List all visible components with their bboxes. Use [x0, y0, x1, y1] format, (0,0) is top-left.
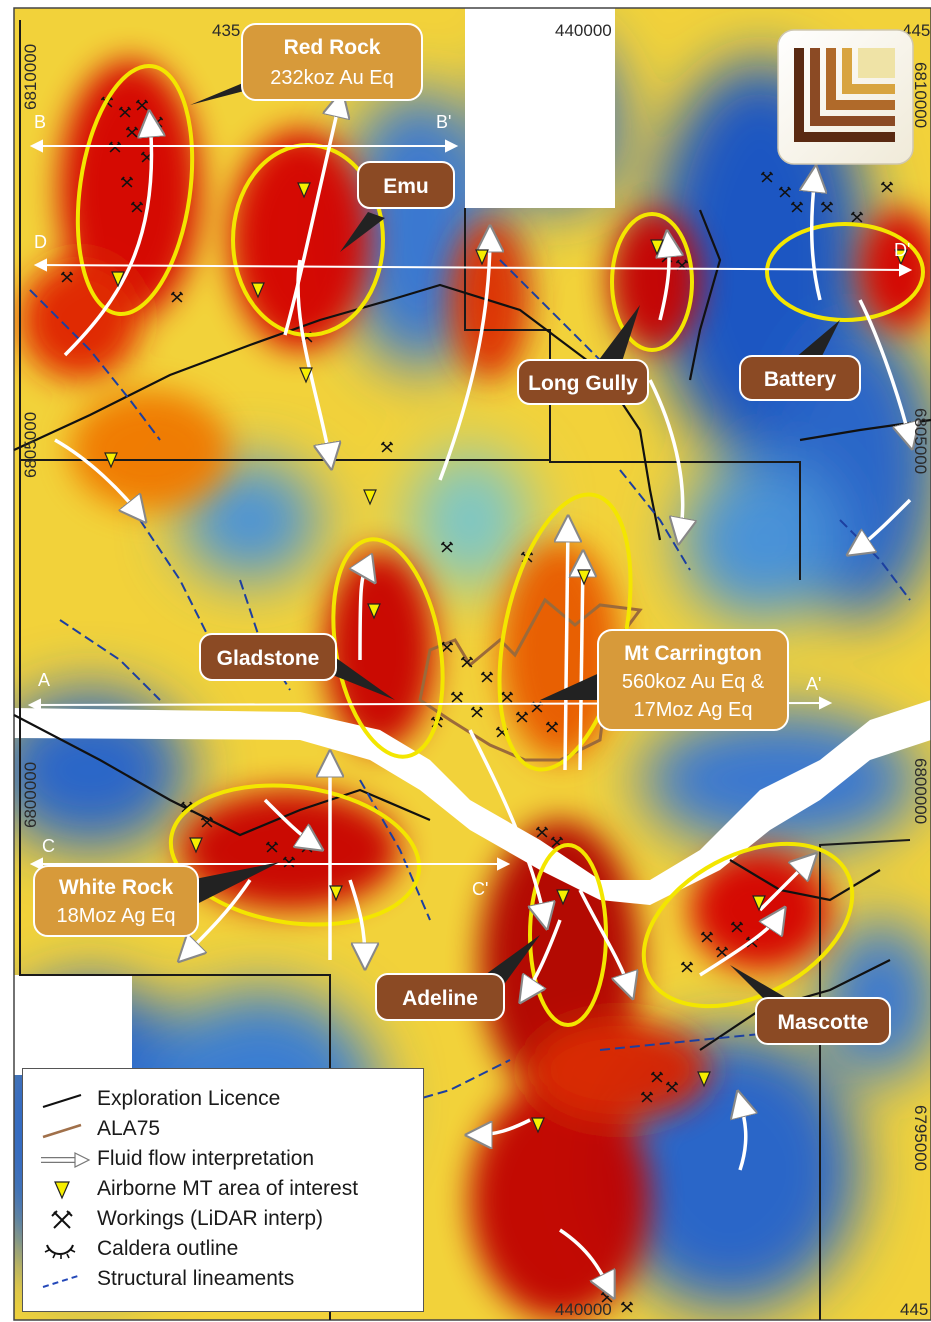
- grid-left-northing-3: 6800000: [21, 762, 40, 828]
- mt-carrington-detail-2: 17Moz Ag Eq: [634, 699, 753, 721]
- grid-right-northing-1: 6810000: [911, 62, 930, 128]
- grid-right-northing-4: 6795000: [911, 1105, 930, 1171]
- legend-item-fluid-flow: Fluid flow interpretation: [23, 1145, 423, 1175]
- yellow-triangle-icon: [54, 1181, 70, 1200]
- section-d-prime-label: D': [894, 240, 910, 260]
- black-line-icon: [42, 1094, 82, 1108]
- white-rock-detail: 18Moz Ag Eq: [57, 905, 176, 927]
- callout-mascotte[interactable]: Mascotte: [730, 965, 891, 1045]
- legend-label: ALA75: [97, 1117, 161, 1140]
- red-rock-detail: 232koz Au Eq: [270, 67, 393, 89]
- legend-item-workings: Workings (LiDAR interp): [23, 1205, 423, 1235]
- callout-mt-carrington[interactable]: Mt Carrington 560koz Au Eq & 17Moz Ag Eq: [540, 629, 789, 731]
- callout-long-gully[interactable]: Long Gully: [517, 305, 649, 405]
- grid-left-northing-2: 6805000: [21, 412, 40, 478]
- legend-label: Airborne MT area of interest: [97, 1177, 359, 1200]
- white-arrow-icon: [41, 1152, 91, 1168]
- map-frame: [13, 7, 931, 1321]
- mt-carrington-name: Mt Carrington: [624, 642, 762, 665]
- adeline-name: Adeline: [402, 987, 478, 1010]
- legend-label: Workings (LiDAR interp): [97, 1207, 324, 1230]
- legend-label: Fluid flow interpretation: [97, 1147, 315, 1170]
- legend-item-ala75: ALA75: [23, 1115, 423, 1145]
- legend-item-exploration-licence: Exploration Licence: [23, 1085, 423, 1115]
- legend: Exploration Licence ALA75 Fluid flow int…: [22, 1068, 424, 1312]
- crossed-picks-icon: [51, 1210, 73, 1229]
- grid-bottom-easting-3: 445: [900, 1300, 928, 1319]
- long-gully-name: Long Gully: [528, 372, 638, 395]
- grid-top-easting-2: 440000: [555, 21, 612, 40]
- section-a-label: A: [38, 670, 50, 690]
- emu-name: Emu: [383, 175, 429, 198]
- caldera-outline: [13, 209, 931, 1051]
- callout-battery[interactable]: Battery: [739, 320, 861, 401]
- grid-right-northing-2: 6805000: [911, 408, 930, 474]
- dashed-blue-line-icon: [42, 1274, 82, 1288]
- section-c-label: C: [42, 836, 55, 856]
- legend-item-airborne-mt: Airborne MT area of interest: [23, 1175, 423, 1205]
- hachured-line-icon: [44, 1244, 76, 1259]
- white-rock-name: White Rock: [59, 876, 174, 899]
- mt-carrington-detail-1: 560koz Au Eq &: [622, 671, 765, 693]
- callout-white-rock[interactable]: White Rock 18Moz Ag Eq: [33, 862, 280, 937]
- callout-emu[interactable]: Emu: [340, 161, 455, 252]
- brown-line-icon: [42, 1123, 82, 1139]
- mascotte-name: Mascotte: [777, 1011, 868, 1034]
- section-d-label: D: [34, 232, 47, 252]
- section-a-prime-label: A': [806, 674, 821, 694]
- grid-bottom-easting-2: 440000: [555, 1300, 612, 1319]
- legend-item-caldera: Caldera outline: [23, 1235, 423, 1265]
- grid-right-northing-3: 6800000: [911, 758, 930, 824]
- legend-label: Caldera outline: [97, 1237, 239, 1260]
- gladstone-name: Gladstone: [217, 647, 320, 670]
- grid-left-northing-1: 6810000: [21, 44, 40, 110]
- section-b-prime-label: B': [436, 112, 451, 132]
- legend-label: Structural lineaments: [97, 1267, 295, 1290]
- company-logo: [777, 29, 914, 165]
- callout-gladstone[interactable]: Gladstone: [199, 633, 395, 700]
- red-rock-name: Red Rock: [284, 36, 381, 59]
- grid-top-easting-1: 435: [212, 21, 240, 40]
- battery-name: Battery: [764, 368, 837, 391]
- legend-label: Exploration Licence: [97, 1087, 281, 1110]
- legend-item-structural: Structural lineaments: [23, 1265, 423, 1295]
- section-b-label: B: [34, 112, 46, 132]
- callout-red-rock[interactable]: Red Rock 232koz Au Eq: [190, 23, 423, 105]
- section-labels: B B' D D' A A' C C': [34, 112, 910, 899]
- callout-adeline[interactable]: Adeline: [375, 935, 540, 1021]
- exploration-licence-boundary: [19, 20, 911, 1320]
- section-c-prime-label: C': [472, 879, 488, 899]
- mt-aoi-triangles: [104, 182, 908, 1134]
